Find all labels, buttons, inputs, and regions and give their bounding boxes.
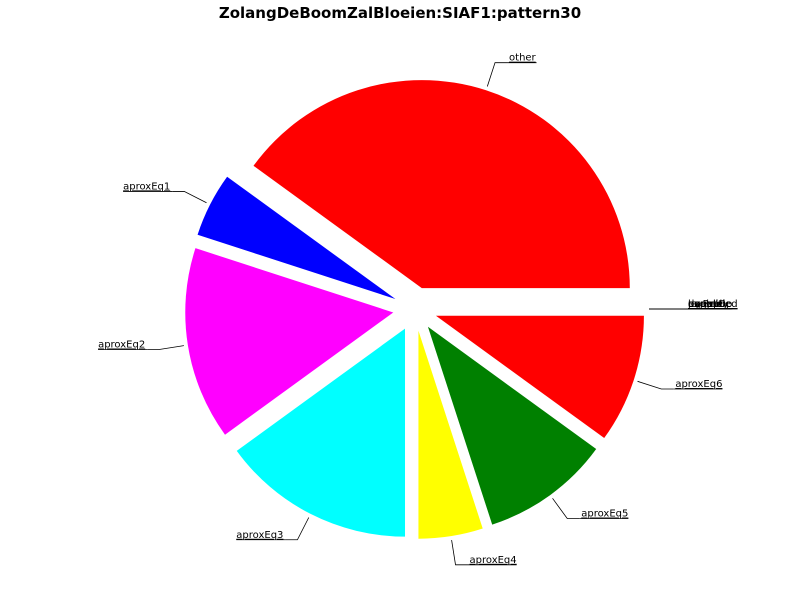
leader-line-aproxeq3 — [285, 517, 310, 541]
pie-slice-aproxeq5 — [427, 326, 597, 525]
leader-line-aproxeq1 — [172, 191, 207, 204]
slice-label-lexrelop: lexRelOp — [688, 299, 732, 310]
pie-slice-aproxeq3 — [236, 328, 406, 537]
slice-label-unapplied: unapplied — [688, 299, 738, 310]
slice-label-equality: equality — [688, 299, 728, 310]
slice-label-aproxeq4: aproxEq4 — [470, 555, 517, 566]
label-leaders — [98, 62, 738, 566]
slice-label-aproxeq1: aproxEq1 — [123, 181, 170, 192]
slice-label-expired: expired — [688, 299, 725, 310]
slice-label-aproxeq6: aproxEq6 — [675, 379, 722, 390]
leader-line-aproxeq6 — [637, 380, 674, 390]
leader-line-aproxeq5 — [552, 498, 580, 519]
leader-line-aproxeq2 — [147, 345, 184, 350]
pie-slice-aproxeq4 — [418, 330, 483, 539]
pie-slice-aproxeq2 — [185, 248, 394, 435]
chart-title: ZolangDeBoomZalBloeien:SIAF1:pattern30 — [219, 4, 581, 22]
slice-label-dynamic: dynamic — [688, 299, 731, 310]
slice-labels: unappliedexpiredlexRelOpdynamicparensneg… — [98, 53, 737, 566]
slice-label-negate: negate — [688, 299, 723, 310]
slice-label-parens: parens — [688, 299, 722, 310]
pie-slice-aproxeq6 — [435, 315, 644, 439]
leader-line-aproxeq4 — [451, 540, 468, 566]
pie-slice-aproxeq1 — [197, 176, 396, 300]
pie-slice-other — [253, 80, 630, 289]
leader-line-other — [486, 62, 508, 87]
slice-label-other: other — [509, 53, 537, 64]
slice-label-aproxeq3: aproxEq3 — [236, 530, 283, 541]
slice-label-aproxeq5: aproxEq5 — [581, 509, 628, 520]
slice-label-aproxeq2: aproxEq2 — [98, 340, 145, 351]
pie-slices — [185, 80, 644, 539]
